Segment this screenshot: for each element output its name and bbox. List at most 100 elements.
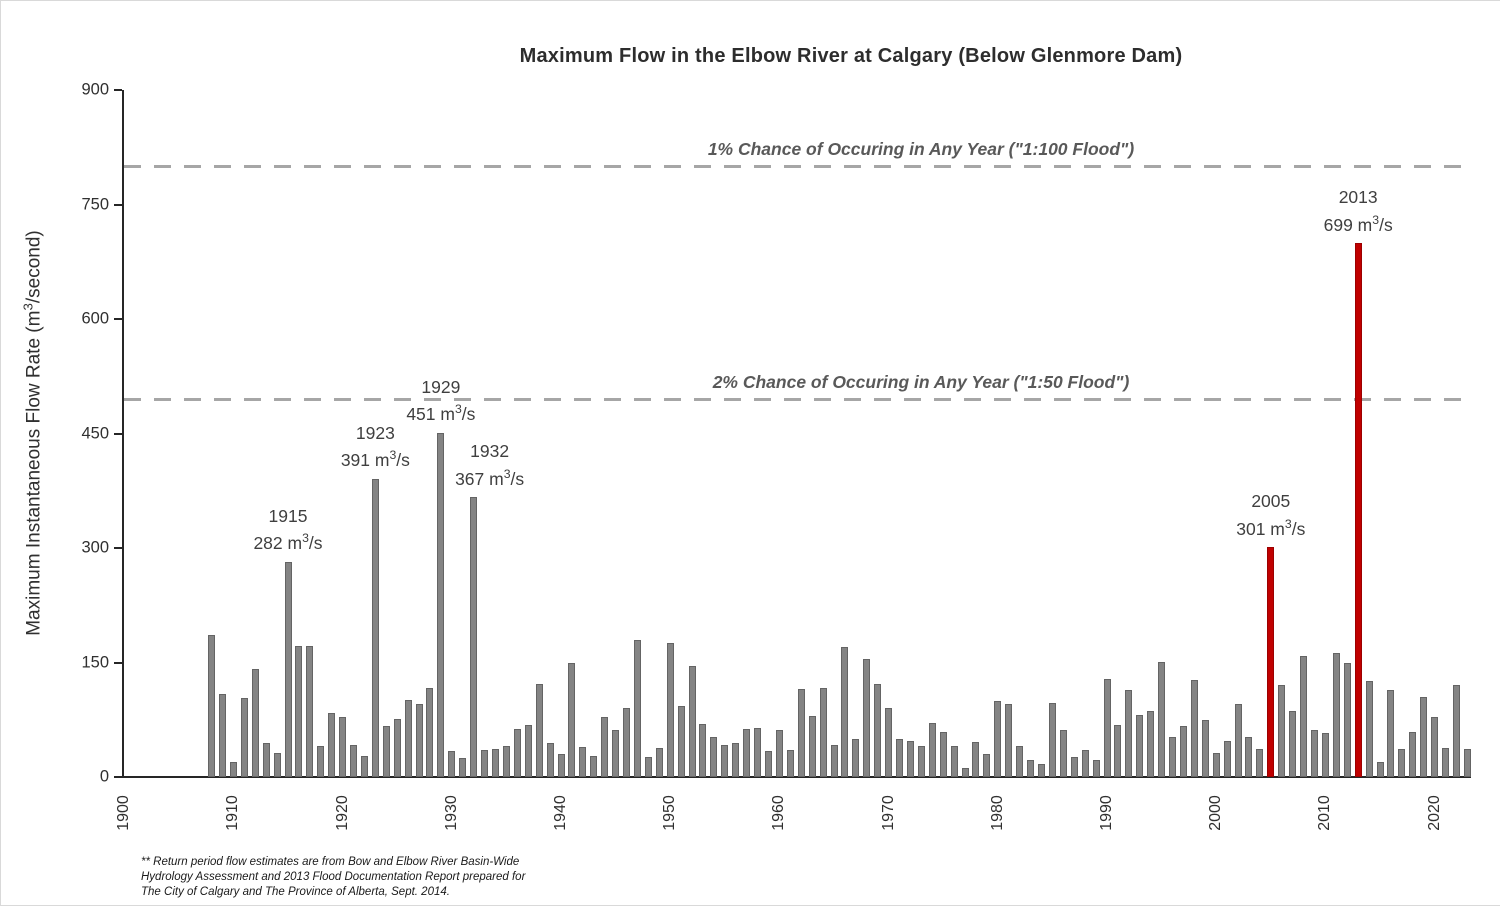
bar-1940 <box>557 754 565 777</box>
bar-1965 <box>830 744 838 777</box>
bar-1930 <box>448 751 456 777</box>
bar-1910 <box>229 761 237 777</box>
bar-1959 <box>764 751 772 777</box>
bar-2021 <box>1442 747 1450 777</box>
x-tick-label: 1990 <box>1098 795 1115 831</box>
annotation-value: 282 m3/s <box>253 531 323 554</box>
annotation-value: 367 m3/s <box>455 466 525 489</box>
bar-1931 <box>459 757 467 777</box>
x-tick-label: 1970 <box>879 795 897 831</box>
bar-1911 <box>240 697 248 777</box>
bar-1922 <box>360 755 368 777</box>
annotation-value: 391 m3/s <box>340 448 410 471</box>
bar-2006 <box>1278 684 1286 777</box>
annotation-year: 1923 <box>355 422 395 443</box>
y-tick <box>114 203 122 206</box>
reference-line <box>124 398 1469 402</box>
footnote-line: Hydrology Assessment and 2013 Flood Docu… <box>141 870 526 883</box>
bar-1996 <box>1169 736 1177 777</box>
y-tick <box>114 89 122 92</box>
bar-1975 <box>939 731 947 777</box>
bar-1970 <box>885 708 893 777</box>
bar-1925 <box>393 718 401 777</box>
bar-1978 <box>972 741 980 777</box>
bar-1971 <box>896 738 904 777</box>
bar-1974 <box>928 722 936 777</box>
bar-2005 <box>1267 547 1275 777</box>
y-tick-label: 300 <box>81 538 109 557</box>
bar-2016 <box>1387 689 1395 777</box>
x-tick-label: 2000 <box>1207 795 1225 831</box>
bar-1973 <box>917 746 925 777</box>
y-tick-label: 150 <box>81 653 109 671</box>
y-tick-label: 900 <box>81 80 109 99</box>
bar-1977 <box>961 767 969 777</box>
y-axis-title: Maximum Instantaneous Flow Rate (m3/seco… <box>20 230 45 636</box>
bar-2008 <box>1300 655 1308 777</box>
bar-1969 <box>874 683 882 777</box>
bar-1985 <box>1048 702 1056 777</box>
x-tick-label: 1940 <box>552 795 569 831</box>
bar-1991 <box>1114 725 1122 777</box>
x-tick-label: 2010 <box>1316 795 1334 831</box>
bar-1934 <box>491 748 499 777</box>
bar-1921 <box>350 744 358 777</box>
x-tick-label: 1920 <box>333 795 351 831</box>
bar-1919 <box>328 712 336 777</box>
bar-2023 <box>1463 748 1471 777</box>
bar-1944 <box>601 717 609 777</box>
annotation-value: 699 m3/s <box>1323 213 1393 236</box>
bar-1953 <box>699 724 707 777</box>
bar-1994 <box>1147 710 1155 777</box>
bar-1989 <box>1092 760 1100 777</box>
annotation-year: 1915 <box>268 505 308 526</box>
bar-2012 <box>1343 663 1351 777</box>
y-tick <box>114 661 122 664</box>
y-tick-label: 450 <box>81 424 109 442</box>
annotation-year: 2013 <box>1338 187 1378 208</box>
annotation-1929: 1929 451 m3/s <box>331 375 551 429</box>
bar-1988 <box>1081 749 1089 777</box>
bar-1942 <box>579 747 587 777</box>
bar-1998 <box>1190 680 1198 777</box>
bar-1924 <box>382 725 390 777</box>
annotation-value: 301 m3/s <box>1236 517 1306 539</box>
bar-1949 <box>655 747 663 777</box>
bar-1939 <box>546 742 554 777</box>
bar-1917 <box>306 645 314 777</box>
bar-1997 <box>1179 725 1187 777</box>
bar-1909 <box>218 693 226 777</box>
bar-1932 <box>470 496 478 777</box>
bar-1960 <box>775 730 783 777</box>
y-tick-label: 0 <box>99 767 109 786</box>
bar-1995 <box>1158 661 1166 777</box>
y-tick <box>114 432 122 435</box>
bar-1908 <box>208 635 216 777</box>
bar-1941 <box>568 662 576 777</box>
bar-1990 <box>1103 678 1111 777</box>
bar-1957 <box>743 728 751 777</box>
x-tick-label: 1980 <box>988 795 1006 831</box>
bar-2014 <box>1365 680 1373 777</box>
y-tick-label: 600 <box>81 309 109 328</box>
bar-1929 <box>437 432 445 777</box>
bar-1935 <box>502 746 510 777</box>
bar-2000 <box>1212 753 1220 777</box>
bar-2015 <box>1376 761 1384 777</box>
bar-1993 <box>1136 715 1144 777</box>
reference-line-label: 1% Chance of Occuring in Any Year ("1:10… <box>707 139 1135 160</box>
bar-2007 <box>1289 710 1297 777</box>
bar-1950 <box>666 642 674 777</box>
bar-1961 <box>786 750 794 777</box>
bar-1945 <box>612 729 620 777</box>
annotation-1932: 1932 367 m3/s <box>380 439 600 493</box>
bar-2002 <box>1234 704 1242 777</box>
bar-1956 <box>732 743 740 777</box>
bar-1933 <box>481 749 489 777</box>
bar-1920 <box>339 717 347 777</box>
bar-2022 <box>1452 685 1460 777</box>
y-axis-line <box>122 90 124 778</box>
footnote-line: The City of Calgary and The Province of … <box>141 885 450 898</box>
bar-1914 <box>273 752 281 777</box>
bar-1923 <box>371 478 379 777</box>
